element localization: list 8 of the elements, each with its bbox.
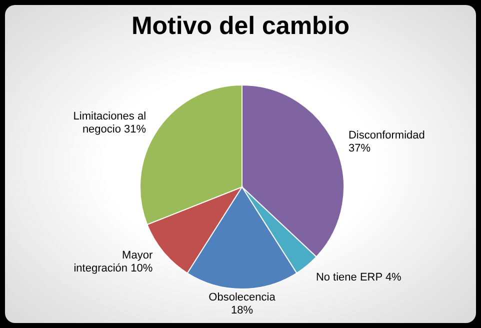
slice-label: Obsolecencia [208, 292, 276, 304]
chart-title: Motivo del cambio [130, 12, 351, 41]
slice-label: Mayor integración 10% [74, 249, 153, 274]
slice-label: Disconformidad [348, 129, 425, 142]
slice-label: No tiene ERP 4% [316, 271, 402, 284]
slice-label: Limitaciones al negocio 31% [73, 110, 146, 136]
data-label: 18% [230, 304, 254, 316]
data-label: 37% [348, 142, 371, 154]
